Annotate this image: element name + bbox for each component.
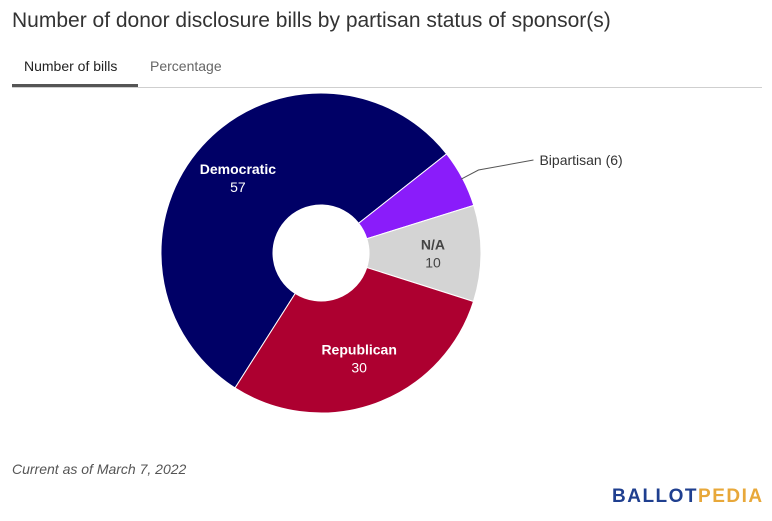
tab-percentage[interactable]: Percentage xyxy=(150,58,222,74)
connector-bipartisan xyxy=(460,159,534,180)
slice-democratic[interactable] xyxy=(160,92,448,389)
tab-number-of-bills[interactable]: Number of bills xyxy=(24,58,118,74)
tab-bar: Number of bills Percentage xyxy=(12,56,762,88)
active-tab-indicator xyxy=(12,84,138,87)
slice-label-bipartisan: Bipartisan (6) xyxy=(539,152,622,168)
slice-republican[interactable] xyxy=(234,266,475,414)
slice-label-n-a: N/A xyxy=(421,236,445,252)
ballotpedia-logo[interactable]: BALLOTPEDIA xyxy=(612,486,764,508)
slice-label-republican: Republican xyxy=(321,341,396,357)
slice-label-democratic: Democratic xyxy=(200,161,276,177)
logo-part-ballot: BALLOT xyxy=(612,486,699,507)
chart-title: Number of donor disclosure bills by part… xyxy=(12,9,611,32)
footnote: Current as of March 7, 2022 xyxy=(12,461,187,477)
slice-value-n-a: 10 xyxy=(425,254,441,270)
slice-value-democratic: 57 xyxy=(230,179,246,195)
slice-value-republican: 30 xyxy=(351,359,367,375)
logo-part-pedia: PEDIA xyxy=(698,486,764,507)
